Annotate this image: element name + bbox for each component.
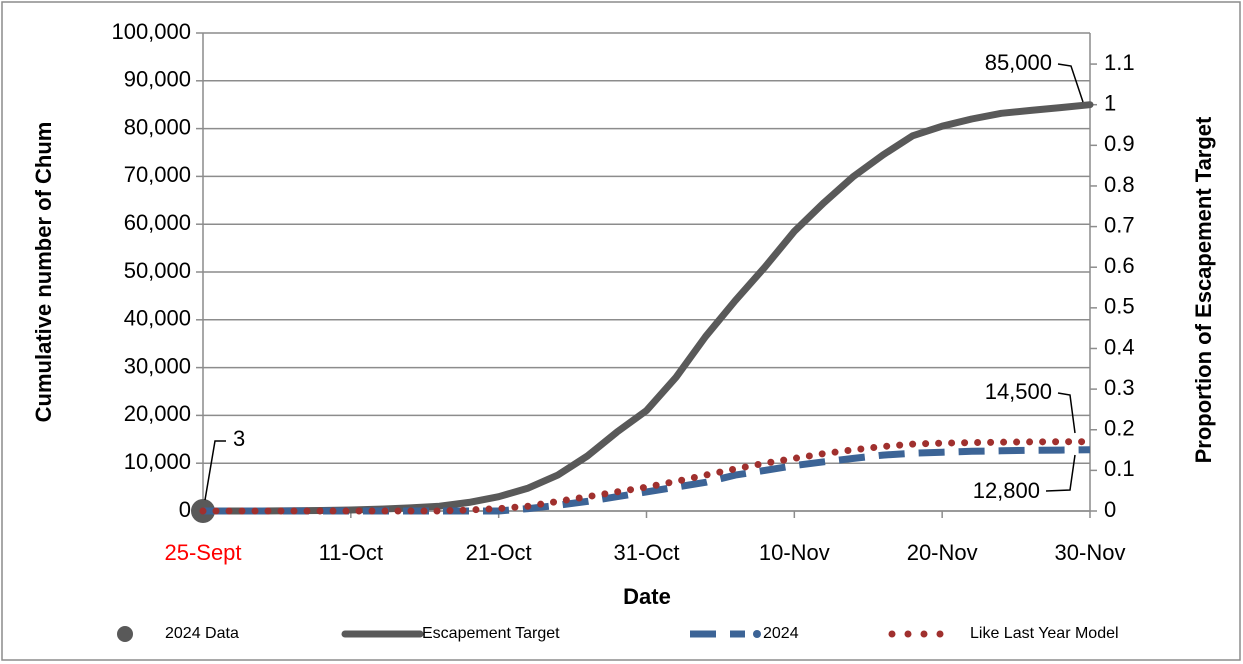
legend-label: Escapement Target [422,625,560,642]
legend-label: 2024 [763,625,799,642]
series-line [199,101,1094,515]
y2-tick-label: 1 [1104,91,1116,116]
annotation-leader [204,440,226,501]
y-tick-label: 90,000 [124,67,191,92]
y-tick-label: 100,000 [111,19,191,44]
y2-tick-label: 0.8 [1104,172,1135,197]
x-tick-label: 21-Oct [466,540,532,565]
x-tick-label: 31-Oct [613,540,679,565]
x-axis-title: Date [623,584,671,609]
y2-tick-label: 0.5 [1104,294,1135,319]
annotation: 85,000 [985,50,1052,75]
y-tick-label: 0 [179,497,191,522]
legend-label: Like Last Year Model [970,625,1119,642]
y2-tick-label: 0.3 [1104,375,1135,400]
y-tick-label: 30,000 [124,353,191,378]
series-line [203,446,1091,515]
y-tick-label: 10,000 [124,449,191,474]
legend-marker [753,630,761,638]
legend-marker [117,626,133,642]
annotation-leader [1045,454,1076,492]
y-tick-label: 70,000 [124,162,191,187]
x-tick-label: 30-Nov [1055,540,1126,565]
x-tick-label: 10-Nov [759,540,830,565]
x-tick-label: 20-Nov [907,540,978,565]
y2-tick-label: 0 [1104,497,1116,522]
y2-tick-label: 0.6 [1104,253,1135,278]
annotation: 3 [233,426,245,451]
annotation-leader [1057,63,1084,103]
y2-axis-title: Proportion of Escapement Target [1191,116,1216,463]
x-tick-label: 25-Sept [164,540,241,565]
annotation: 12,800 [973,478,1040,503]
legend-label: 2024 Data [165,625,239,642]
y-tick-label: 40,000 [124,306,191,331]
y2-tick-label: 0.4 [1104,334,1135,359]
y-axis-title: Cumulative number of Chum [31,122,56,423]
y2-tick-label: 1.1 [1104,50,1135,75]
annotation-leader [1057,392,1076,434]
y2-tick-label: 0.9 [1104,131,1135,156]
annotation: 14,500 [985,379,1052,404]
y-tick-label: 80,000 [124,114,191,139]
y-tick-label: 20,000 [124,401,191,426]
y2-tick-label: 0.2 [1104,416,1135,441]
y-tick-label: 50,000 [124,258,191,283]
y2-tick-label: 0.7 [1104,212,1135,237]
x-tick-label: 11-Oct [319,540,383,565]
y2-tick-label: 0.1 [1104,456,1135,481]
series-line [199,438,1094,515]
y-tick-label: 60,000 [124,210,191,235]
